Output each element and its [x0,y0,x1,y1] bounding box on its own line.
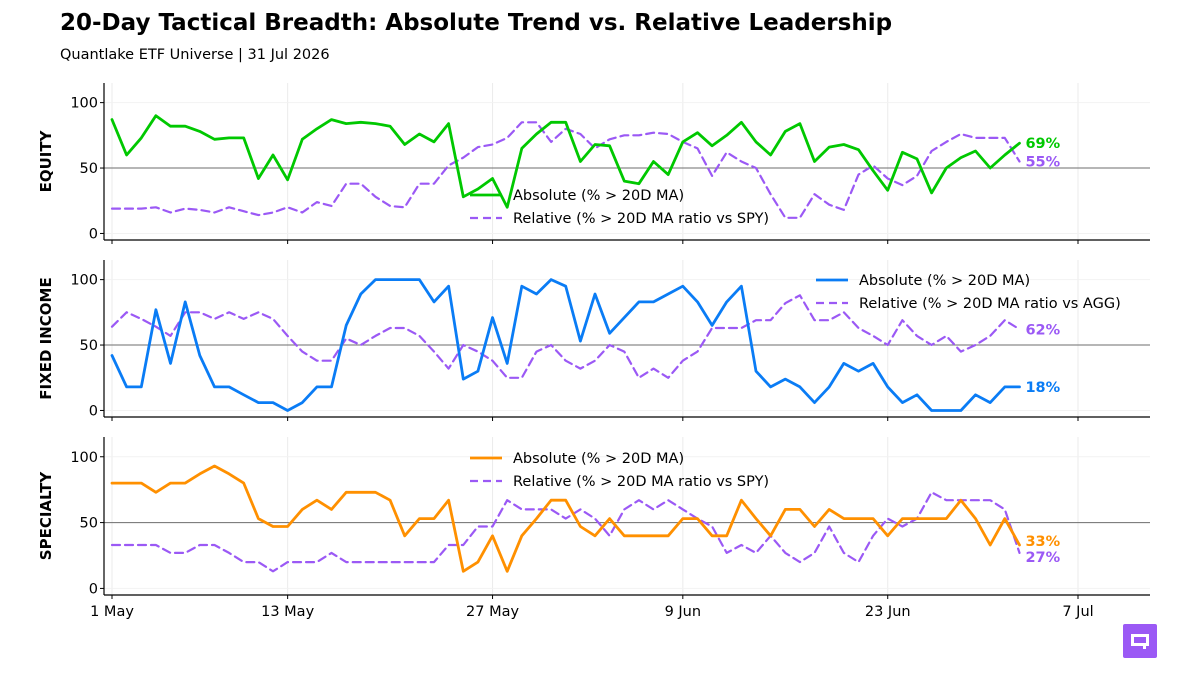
y-tick-label: 50 [80,161,98,177]
y-tick-label: 50 [80,516,98,532]
series-line-relative [110,294,1021,379]
series-line-absolute [110,114,1021,209]
x-tick-label: 9 Jun [665,604,702,620]
chart-title: 20-Day Tactical Breadth: Absolute Trend … [60,10,893,36]
panel-label: FIXED INCOME [37,277,55,399]
y-tick-label: 100 [70,96,98,112]
legend-label: Absolute (% > 20D MA) [859,273,1030,289]
y-tick-label: 0 [89,403,98,419]
series-line-relative [110,491,1021,573]
y-tick-label: 0 [89,226,98,242]
x-tick-label: 7 Jul [1062,604,1093,620]
series-line-relative [110,121,1021,219]
legend-label: Relative (% > 20D MA ratio vs SPY) [513,474,769,490]
x-tick-label: 13 May [261,604,314,620]
legend-label: Relative (% > 20D MA ratio vs SPY) [513,211,769,227]
legend-label: Absolute (% > 20D MA) [513,188,684,204]
y-tick-label: 100 [70,450,98,466]
series-line-absolute [110,278,1021,412]
logo-icon [1123,624,1157,658]
series-end-label: 62% [1025,322,1060,338]
y-tick-label: 50 [80,338,98,354]
series-end-label: 18% [1025,380,1060,396]
legend-label: Relative (% > 20D MA ratio vs AGG) [859,296,1121,312]
x-tick-label: 27 May [466,604,519,620]
series-line-absolute [110,464,1021,573]
series-end-label: 55% [1025,155,1060,171]
chart-subtitle: Quantlake ETF Universe | 31 Jul 2026 [60,47,330,63]
series-end-label: 69% [1025,136,1060,152]
logo-glyph [1131,634,1149,649]
x-tick-label: 23 Jun [865,604,911,620]
y-tick-label: 100 [70,273,98,289]
series-end-label: 27% [1025,550,1060,566]
panel-label: SPECIALTY [37,471,55,561]
x-tick-label: 1 May [90,604,134,620]
series-end-label: 33% [1025,534,1060,550]
y-tick-label: 0 [89,581,98,597]
legend-label: Absolute (% > 20D MA) [513,451,684,467]
panel-label: EQUITY [37,129,55,192]
